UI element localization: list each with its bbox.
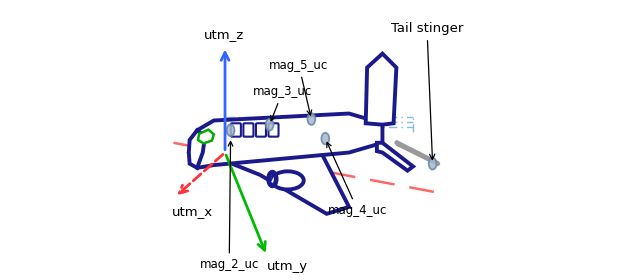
Ellipse shape: [266, 119, 273, 130]
Text: mag_3_uc: mag_3_uc: [253, 85, 312, 121]
Text: mag_4_uc: mag_4_uc: [327, 143, 388, 217]
Text: utm_y: utm_y: [267, 260, 309, 273]
Polygon shape: [189, 130, 204, 168]
Polygon shape: [189, 113, 383, 168]
Ellipse shape: [270, 174, 275, 184]
Polygon shape: [366, 54, 396, 125]
Polygon shape: [198, 130, 214, 143]
Text: Tail stinger: Tail stinger: [391, 22, 463, 160]
Polygon shape: [232, 153, 349, 214]
Text: mag_5_uc: mag_5_uc: [269, 59, 329, 115]
Ellipse shape: [227, 124, 234, 136]
Text: utm_z: utm_z: [203, 28, 244, 41]
Polygon shape: [377, 143, 413, 171]
Text: utm_x: utm_x: [172, 205, 213, 218]
Text: mag_2_uc: mag_2_uc: [200, 141, 259, 271]
Ellipse shape: [272, 171, 304, 190]
Ellipse shape: [268, 172, 277, 186]
FancyBboxPatch shape: [256, 123, 266, 137]
Ellipse shape: [428, 158, 436, 169]
FancyBboxPatch shape: [231, 123, 241, 137]
FancyBboxPatch shape: [244, 123, 254, 137]
Ellipse shape: [308, 113, 316, 125]
Ellipse shape: [321, 133, 329, 144]
FancyBboxPatch shape: [268, 123, 278, 137]
